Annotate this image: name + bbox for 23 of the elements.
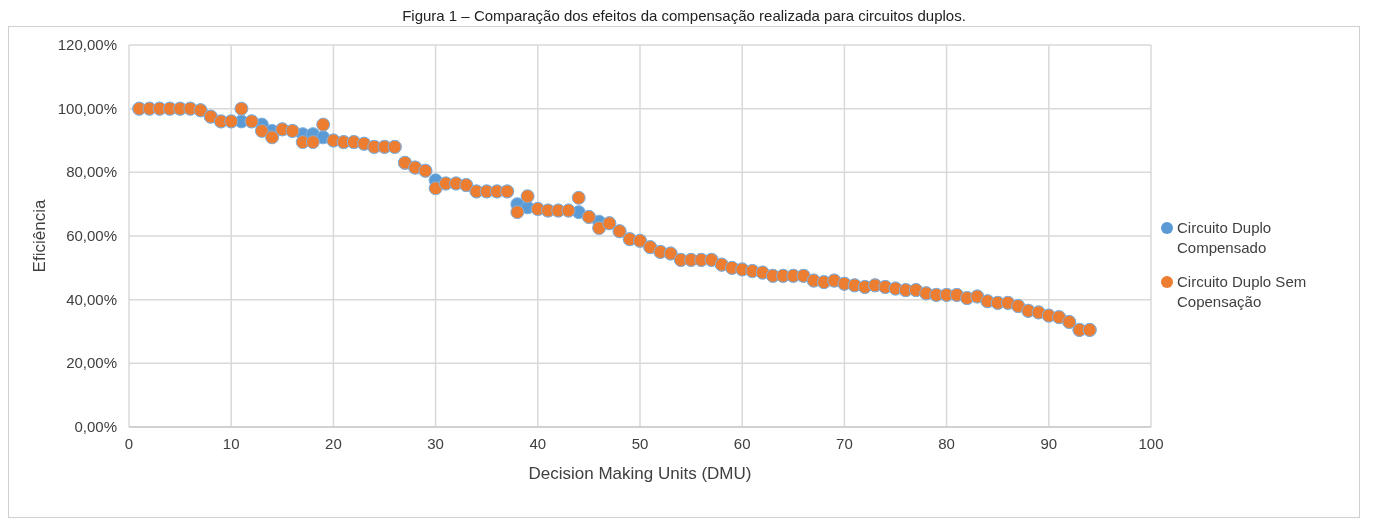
- x-axis-title: Decision Making Units (DMU): [528, 464, 752, 483]
- y-tick-label: 100,00%: [57, 99, 117, 117]
- x-tick-label: 40: [529, 435, 547, 452]
- y-axis-title: Eficiência: [30, 199, 50, 273]
- x-tick-label: 20: [325, 435, 342, 452]
- x-tick-label: 30: [427, 435, 444, 452]
- x-tick-label: 50: [631, 435, 649, 452]
- y-tick-label: 60,00%: [66, 227, 117, 244]
- x-tick-label: 0: [124, 435, 134, 452]
- x-tick-label: 100: [1138, 435, 1164, 452]
- y-tick-label: 0,00%: [74, 418, 117, 435]
- x-tick-label: 70: [836, 435, 853, 452]
- y-tick-label: 120,00%: [57, 36, 117, 53]
- x-tick-label: 10: [222, 435, 240, 452]
- x-tick-label: 90: [1040, 435, 1058, 452]
- chart-title: Figura 1 – Comparação dos efeitos da compensação realizada para circuitos duplos.: [401, 7, 967, 26]
- y-tick-label: 80,00%: [66, 163, 117, 181]
- legend-label: Circuito Duplo Compensado: [1177, 218, 1273, 258]
- x-tick-label: 80: [938, 435, 955, 452]
- legend-label: Circuito Duplo Sem Copensação: [1177, 272, 1308, 312]
- y-tick-label: 20,00%: [66, 354, 117, 372]
- x-tick-label: 60: [733, 435, 751, 452]
- y-tick-label: 40,00%: [66, 290, 117, 308]
